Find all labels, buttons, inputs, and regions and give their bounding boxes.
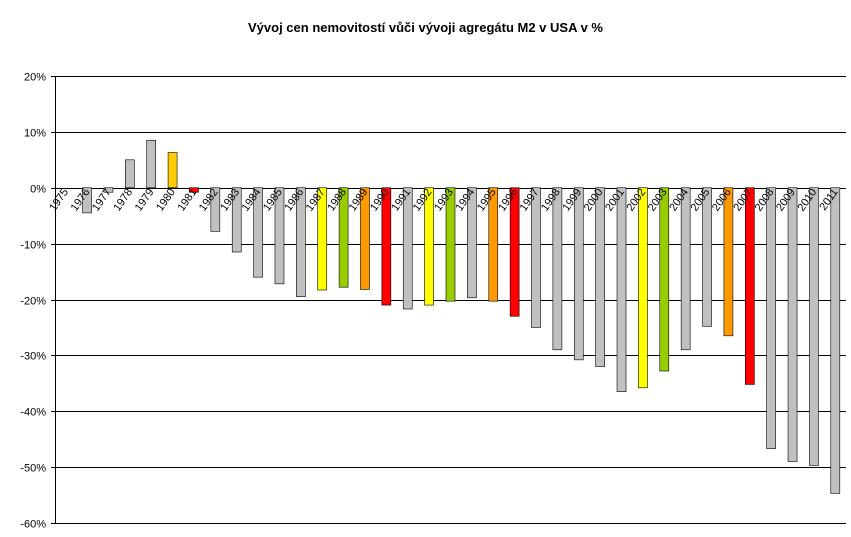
y-tick-label: 10% [24,128,46,140]
bar-1977 [103,187,114,193]
bar-1992 [424,187,434,306]
bar-2004 [680,187,691,351]
bar-1997 [531,187,541,328]
bar-2011 [830,187,841,494]
bar-1979 [146,139,156,189]
bar-2001 [616,187,627,392]
bar-1982 [210,187,221,232]
x-tick-label: 1975 [47,187,71,214]
bar-1985 [274,187,285,285]
bar-1978 [125,159,135,189]
bar-1996 [509,187,520,317]
x-tick-label: 1978 [111,187,135,214]
x-tick-label: 1980 [154,187,178,214]
bar-2005 [702,187,712,327]
y-tick-label: -30% [20,351,46,363]
y-tick-label: 20% [24,72,46,84]
y-tick-label: -40% [20,407,46,419]
bar-1999 [573,187,584,361]
y-tick-label: -60% [20,519,46,531]
bar-2008 [766,187,776,449]
bar-1993 [445,187,456,302]
bar-2009 [787,187,798,462]
bars [82,139,841,494]
bar-2002 [638,187,648,389]
bar-1998 [552,187,563,351]
bar-2003 [659,187,670,372]
bar-1986 [296,187,306,298]
y-tick-label: 0% [30,184,46,196]
y-tick-label: -10% [20,240,46,252]
bar-1987 [317,187,328,291]
bar-2006 [723,187,734,337]
bar-1980 [167,152,178,189]
bar-1976 [82,187,92,214]
x-tick-label: 1979 [133,187,157,214]
bar-1991 [402,187,413,310]
chart-title: Vývoj cen nemovitostí vůči vývoji agregá… [248,20,603,35]
bar-1989 [360,187,370,290]
bar-1988 [338,187,349,288]
bar-1981 [189,187,199,193]
x-axis-ticks: 1975197619771978197919801981198219831984… [47,187,840,214]
bar-2010 [809,187,819,466]
bar-1995 [488,187,499,302]
bar-1994 [467,187,477,299]
bar-2007 [744,187,755,385]
bar-1990 [381,187,392,306]
y-tick-label: -50% [20,463,46,475]
y-tick-label: -20% [20,296,46,308]
y-axis-ticks: 20% 10% 0% -10% -20% -30% -40% -50% -60% [20,72,55,531]
bar-2000 [595,187,605,367]
bar-1983 [231,187,242,253]
bar-1984 [253,187,263,278]
